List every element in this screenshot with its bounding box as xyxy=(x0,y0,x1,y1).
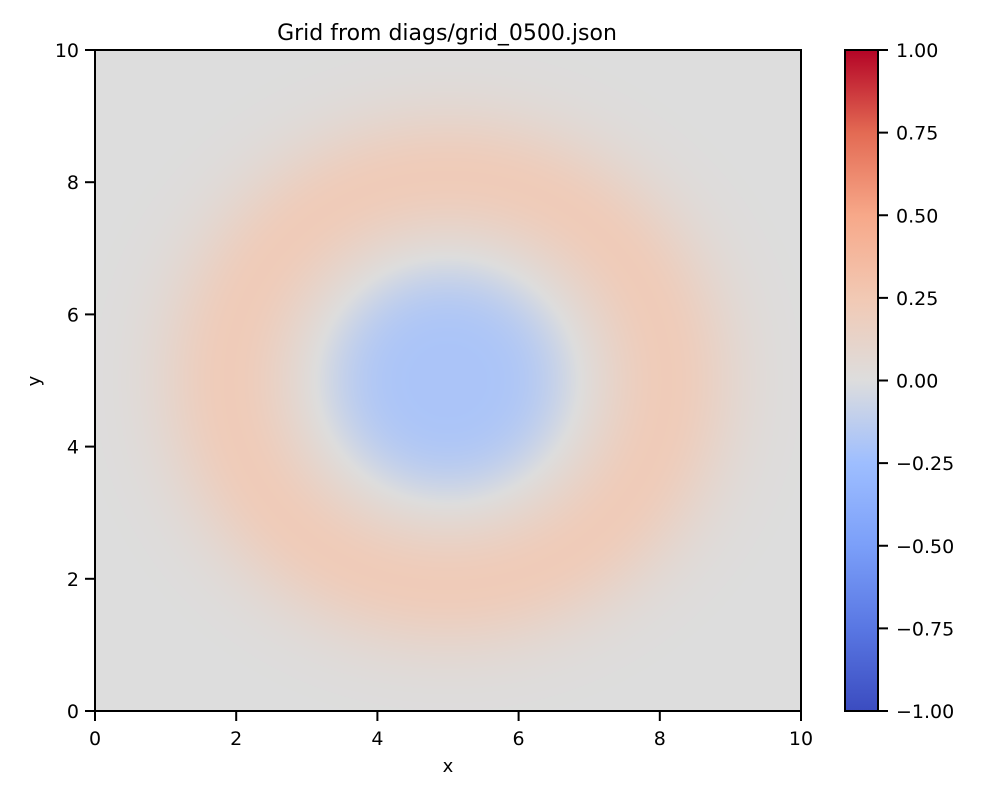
heatmap-field xyxy=(95,50,801,711)
y-tick-label: 4 xyxy=(67,437,79,459)
colorbar-tick-label: −0.75 xyxy=(896,618,954,640)
x-tick-label: 10 xyxy=(789,728,813,750)
y-tick-label: 8 xyxy=(67,172,79,194)
plot-frame xyxy=(94,49,802,712)
colorbar-tick-label: 0.25 xyxy=(896,288,938,310)
y-tick-label: 0 xyxy=(67,701,79,723)
y-tick-label: 6 xyxy=(67,304,79,326)
x-tick-label: 4 xyxy=(371,728,383,750)
x-tick-label: 6 xyxy=(513,728,525,750)
plot-area xyxy=(94,49,802,712)
colorbar-tick-label: 0.50 xyxy=(896,205,938,227)
y-tick-label: 10 xyxy=(55,40,79,62)
x-tick-label: 2 xyxy=(230,728,242,750)
colorbar: 1.00 0.75 0.50 0.25 0.00 −0.25 −0.50 −0.75 −1.00 xyxy=(844,40,954,723)
colorbar-tick-label: 0.00 xyxy=(896,371,938,393)
y-axis-label: y xyxy=(24,375,45,386)
colorbar-ticks: 1.00 0.75 0.50 0.25 0.00 −0.25 −0.50 −0.75 −1.00 xyxy=(878,40,954,723)
colorbar-tick-label: −1.00 xyxy=(896,701,954,723)
x-axis: 0 2 4 6 8 10 xyxy=(89,711,813,750)
colorbar-tick-label: −0.25 xyxy=(896,453,954,475)
colorbar-tick-label: 0.75 xyxy=(896,123,938,145)
y-tick-label: 2 xyxy=(67,569,79,591)
colorbar-tick-label: 1.00 xyxy=(896,40,938,62)
x-axis-label: x xyxy=(443,756,454,777)
x-tick-label: 8 xyxy=(654,728,666,750)
x-tick-label: 0 xyxy=(89,728,101,750)
chart-title: Grid from diags/grid_0500.json xyxy=(277,21,617,46)
colorbar-tick-label: −0.50 xyxy=(896,536,954,558)
y-axis: 0 2 4 6 8 10 xyxy=(55,40,95,723)
colorbar-gradient xyxy=(845,50,878,711)
